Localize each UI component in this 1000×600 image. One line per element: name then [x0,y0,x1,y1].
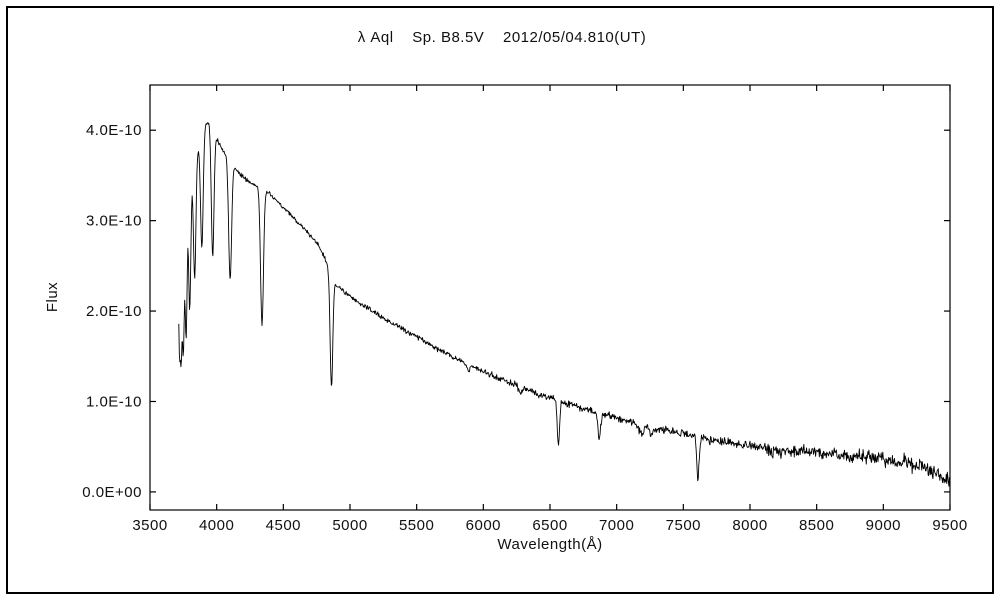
spectrum-series [178,122,951,487]
x-tick-label: 8000 [732,517,767,534]
y-tick-label: 3.0E-10 [86,213,142,230]
x-tick-label: 3500 [132,517,167,534]
y-tick-label: 2.0E-10 [86,303,142,320]
x-ticks [149,85,951,510]
outer-border [6,6,994,594]
y-tick-label: 4.0E-10 [86,122,142,139]
chart-title: λ Aql Sp. B8.5V 2012/05/04.810(UT) [358,29,646,46]
x-tick-labels: 3500 4000 4500 5000 5500 6000 6500 7000 7500 8000… [132,517,967,534]
x-tick-label: 7500 [666,517,701,534]
y-tick-labels: 0.0E+00 1.0E-10 2.0E-10 3.0E-10 4.0E-10 [82,122,142,501]
x-tick-label: 8500 [799,517,834,534]
x-axis-label: Wavelength(Å) [497,536,602,553]
x-tick-label: 5500 [399,517,434,534]
y-ticks [150,129,950,493]
y-tick-label: 1.0E-10 [86,393,142,410]
x-tick-label: 9000 [866,517,901,534]
x-tick-label: 6500 [532,517,567,534]
x-tick-label: 4000 [199,517,234,534]
x-tick-label: 7000 [599,517,634,534]
y-tick-label: 0.0E+00 [82,484,142,501]
x-tick-label: 9500 [932,517,967,534]
x-tick-label: 4500 [266,517,301,534]
plot-box [149,84,951,511]
spectrum-line [178,122,951,487]
y-axis-label: Flux [44,282,61,312]
x-tick-label: 6000 [466,517,501,534]
x-tick-label: 5000 [332,517,367,534]
